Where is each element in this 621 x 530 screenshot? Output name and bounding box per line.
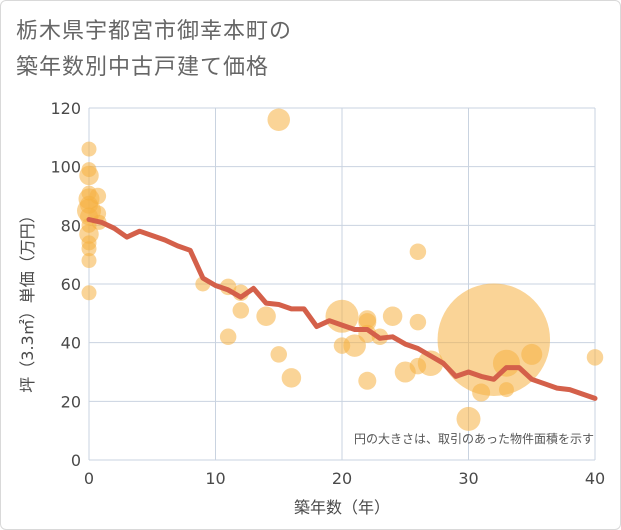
data-bubble — [456, 406, 481, 431]
y-tick-labels: 0 20 40 60 80 100 120 — [50, 99, 81, 470]
chart-title-line-1: 栃木県宇都宮市御幸本町の — [16, 19, 293, 44]
data-bubble — [281, 368, 302, 388]
data-bubble — [409, 313, 427, 331]
data-bubble — [586, 349, 604, 366]
data-bubble — [81, 253, 97, 269]
x-tick-label: 20 — [332, 469, 352, 488]
data-bubble — [521, 343, 543, 365]
bubble-size-note: 円の大きさは、取引のあった物件面積を示す — [354, 431, 594, 446]
x-axis-label: 築年数（年） — [294, 498, 390, 517]
bubble-series — [77, 108, 604, 431]
data-bubble — [498, 382, 514, 398]
y-tick-label: 100 — [50, 158, 81, 177]
y-tick-label: 60 — [61, 275, 81, 294]
data-bubble — [81, 141, 97, 157]
data-bubble — [343, 334, 366, 357]
chart-title-line-2: 築年数別中古戸建て価格 — [16, 55, 270, 80]
data-bubble — [81, 241, 97, 257]
data-bubble — [267, 108, 290, 131]
data-bubble — [79, 165, 99, 186]
x-tick-label: 40 — [585, 469, 605, 488]
data-bubble — [382, 306, 403, 327]
data-bubble — [232, 302, 250, 319]
y-axis-label: 坪（3.3㎡）単価（万円） — [18, 207, 37, 392]
data-bubble — [270, 346, 287, 363]
x-tick-label: 10 — [205, 469, 225, 488]
y-tick-label: 20 — [61, 392, 81, 411]
data-bubble — [409, 243, 427, 260]
data-bubble — [256, 306, 276, 327]
chart-title: 栃木県宇都宮市御幸本町の 築年数別中古戸建て価格 — [16, 14, 292, 86]
average-price-trend-line — [86, 217, 598, 401]
data-bubble — [81, 285, 97, 301]
y-tick-label: 80 — [61, 216, 81, 235]
grid-lines — [88, 107, 596, 461]
data-bubble — [89, 187, 107, 205]
data-bubble — [358, 371, 377, 390]
y-tick-label: 120 — [50, 99, 81, 118]
x-tick-label: 0 — [84, 469, 94, 488]
y-tick-label: 0 — [71, 451, 81, 470]
x-tick-label: 30 — [458, 469, 478, 488]
y-tick-label: 40 — [61, 334, 81, 353]
x-tick-labels: 0 10 20 30 40 — [84, 469, 605, 488]
data-bubble — [492, 349, 520, 377]
data-bubble — [219, 328, 237, 346]
